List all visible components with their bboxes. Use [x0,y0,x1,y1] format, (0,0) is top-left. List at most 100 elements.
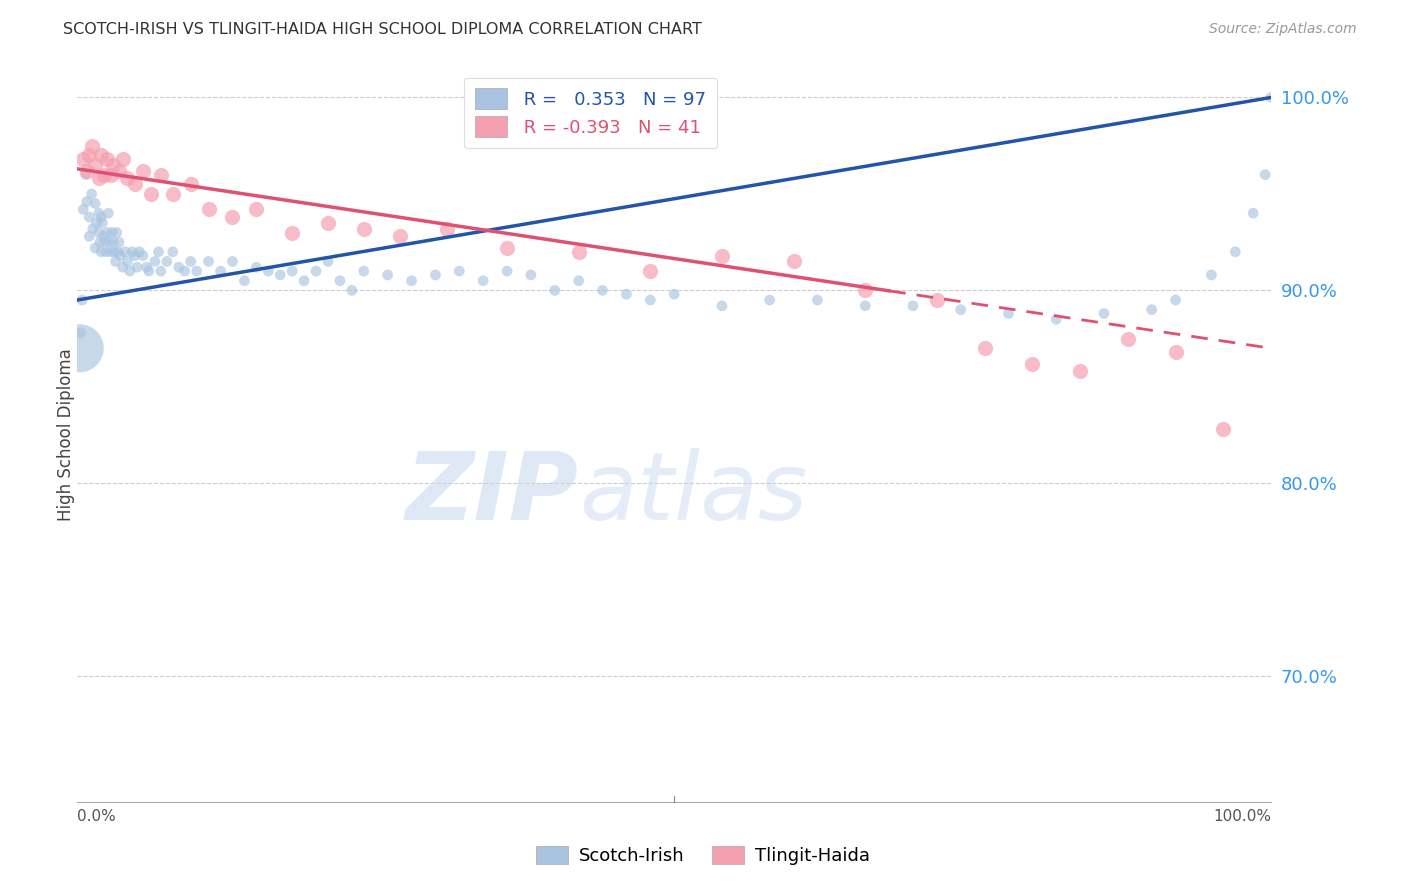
Point [1212,422,1234,436]
Point [98,235,121,249]
Point [132,249,155,263]
Point [117,171,139,186]
Point [90,148,112,162]
Point [108,235,131,249]
Point [1254,168,1277,182]
Point [101,235,124,249]
Point [1225,244,1247,259]
Point [80,186,103,201]
Point [616,287,638,301]
Point [233,274,256,288]
Point [281,264,304,278]
Point [72,202,94,217]
Text: 100.0%: 100.0% [1213,809,1271,824]
Point [76,163,98,178]
Point [316,216,339,230]
Point [101,158,124,172]
Point [100,244,122,259]
Point [121,244,143,259]
Point [97,206,120,220]
Point [156,254,179,268]
Point [197,202,219,217]
Point [77,148,100,162]
Point [592,284,614,298]
Point [89,235,111,249]
Point [77,229,100,244]
Point [93,229,115,244]
Point [257,264,280,278]
Point [84,196,107,211]
Text: Source: ZipAtlas.com: Source: ZipAtlas.com [1209,22,1357,37]
Point [128,244,150,259]
Point [124,178,146,192]
Point [853,284,876,298]
Point [221,254,243,268]
Point [209,264,232,278]
Point [108,163,131,178]
Point [221,210,243,224]
Point [173,264,195,278]
Point [135,260,157,275]
Point [544,284,567,298]
Point [353,221,375,235]
Legend:  R =   0.353   N = 97,  R = -0.393   N = 41: R = 0.353 N = 97, R = -0.393 N = 41 [464,78,717,148]
Point [118,264,141,278]
Point [143,254,166,268]
Point [107,244,129,259]
Point [87,171,110,186]
Point [96,152,118,166]
Point [90,210,112,224]
Text: ZIP: ZIP [406,448,579,540]
Point [186,264,208,278]
Point [1069,364,1091,378]
Point [245,260,267,275]
Point [91,216,114,230]
Point [973,341,995,355]
Point [148,244,170,259]
Point [436,221,458,235]
Point [1164,293,1187,307]
Point [84,158,107,172]
Point [640,264,662,278]
Point [425,268,447,282]
Point [1241,206,1264,220]
Point [710,299,733,313]
Point [70,326,93,340]
Point [96,226,118,240]
Point [197,254,219,268]
Point [138,264,160,278]
Y-axis label: High School Diploma: High School Diploma [58,349,75,522]
Point [997,306,1019,320]
Point [94,244,117,259]
Text: 0.0%: 0.0% [77,809,117,824]
Point [568,274,591,288]
Point [449,264,471,278]
Point [86,216,108,230]
Point [90,244,112,259]
Point [853,299,876,313]
Point [100,168,122,182]
Point [316,254,339,268]
Point [125,260,148,275]
Point [340,284,363,298]
Point [1140,302,1163,317]
Point [141,186,163,201]
Point [1045,312,1067,326]
Point [401,274,423,288]
Point [132,163,155,178]
Point [377,268,399,282]
Point [180,254,202,268]
Point [901,299,924,313]
Point [114,244,136,259]
Point [117,254,139,268]
Point [180,178,202,192]
Point [162,186,184,201]
Point [1201,268,1223,282]
Point [1021,357,1043,371]
Text: atlas: atlas [579,448,807,539]
Point [245,202,267,217]
Point [329,274,352,288]
Point [496,241,519,255]
Point [84,241,107,255]
Point [80,138,103,153]
